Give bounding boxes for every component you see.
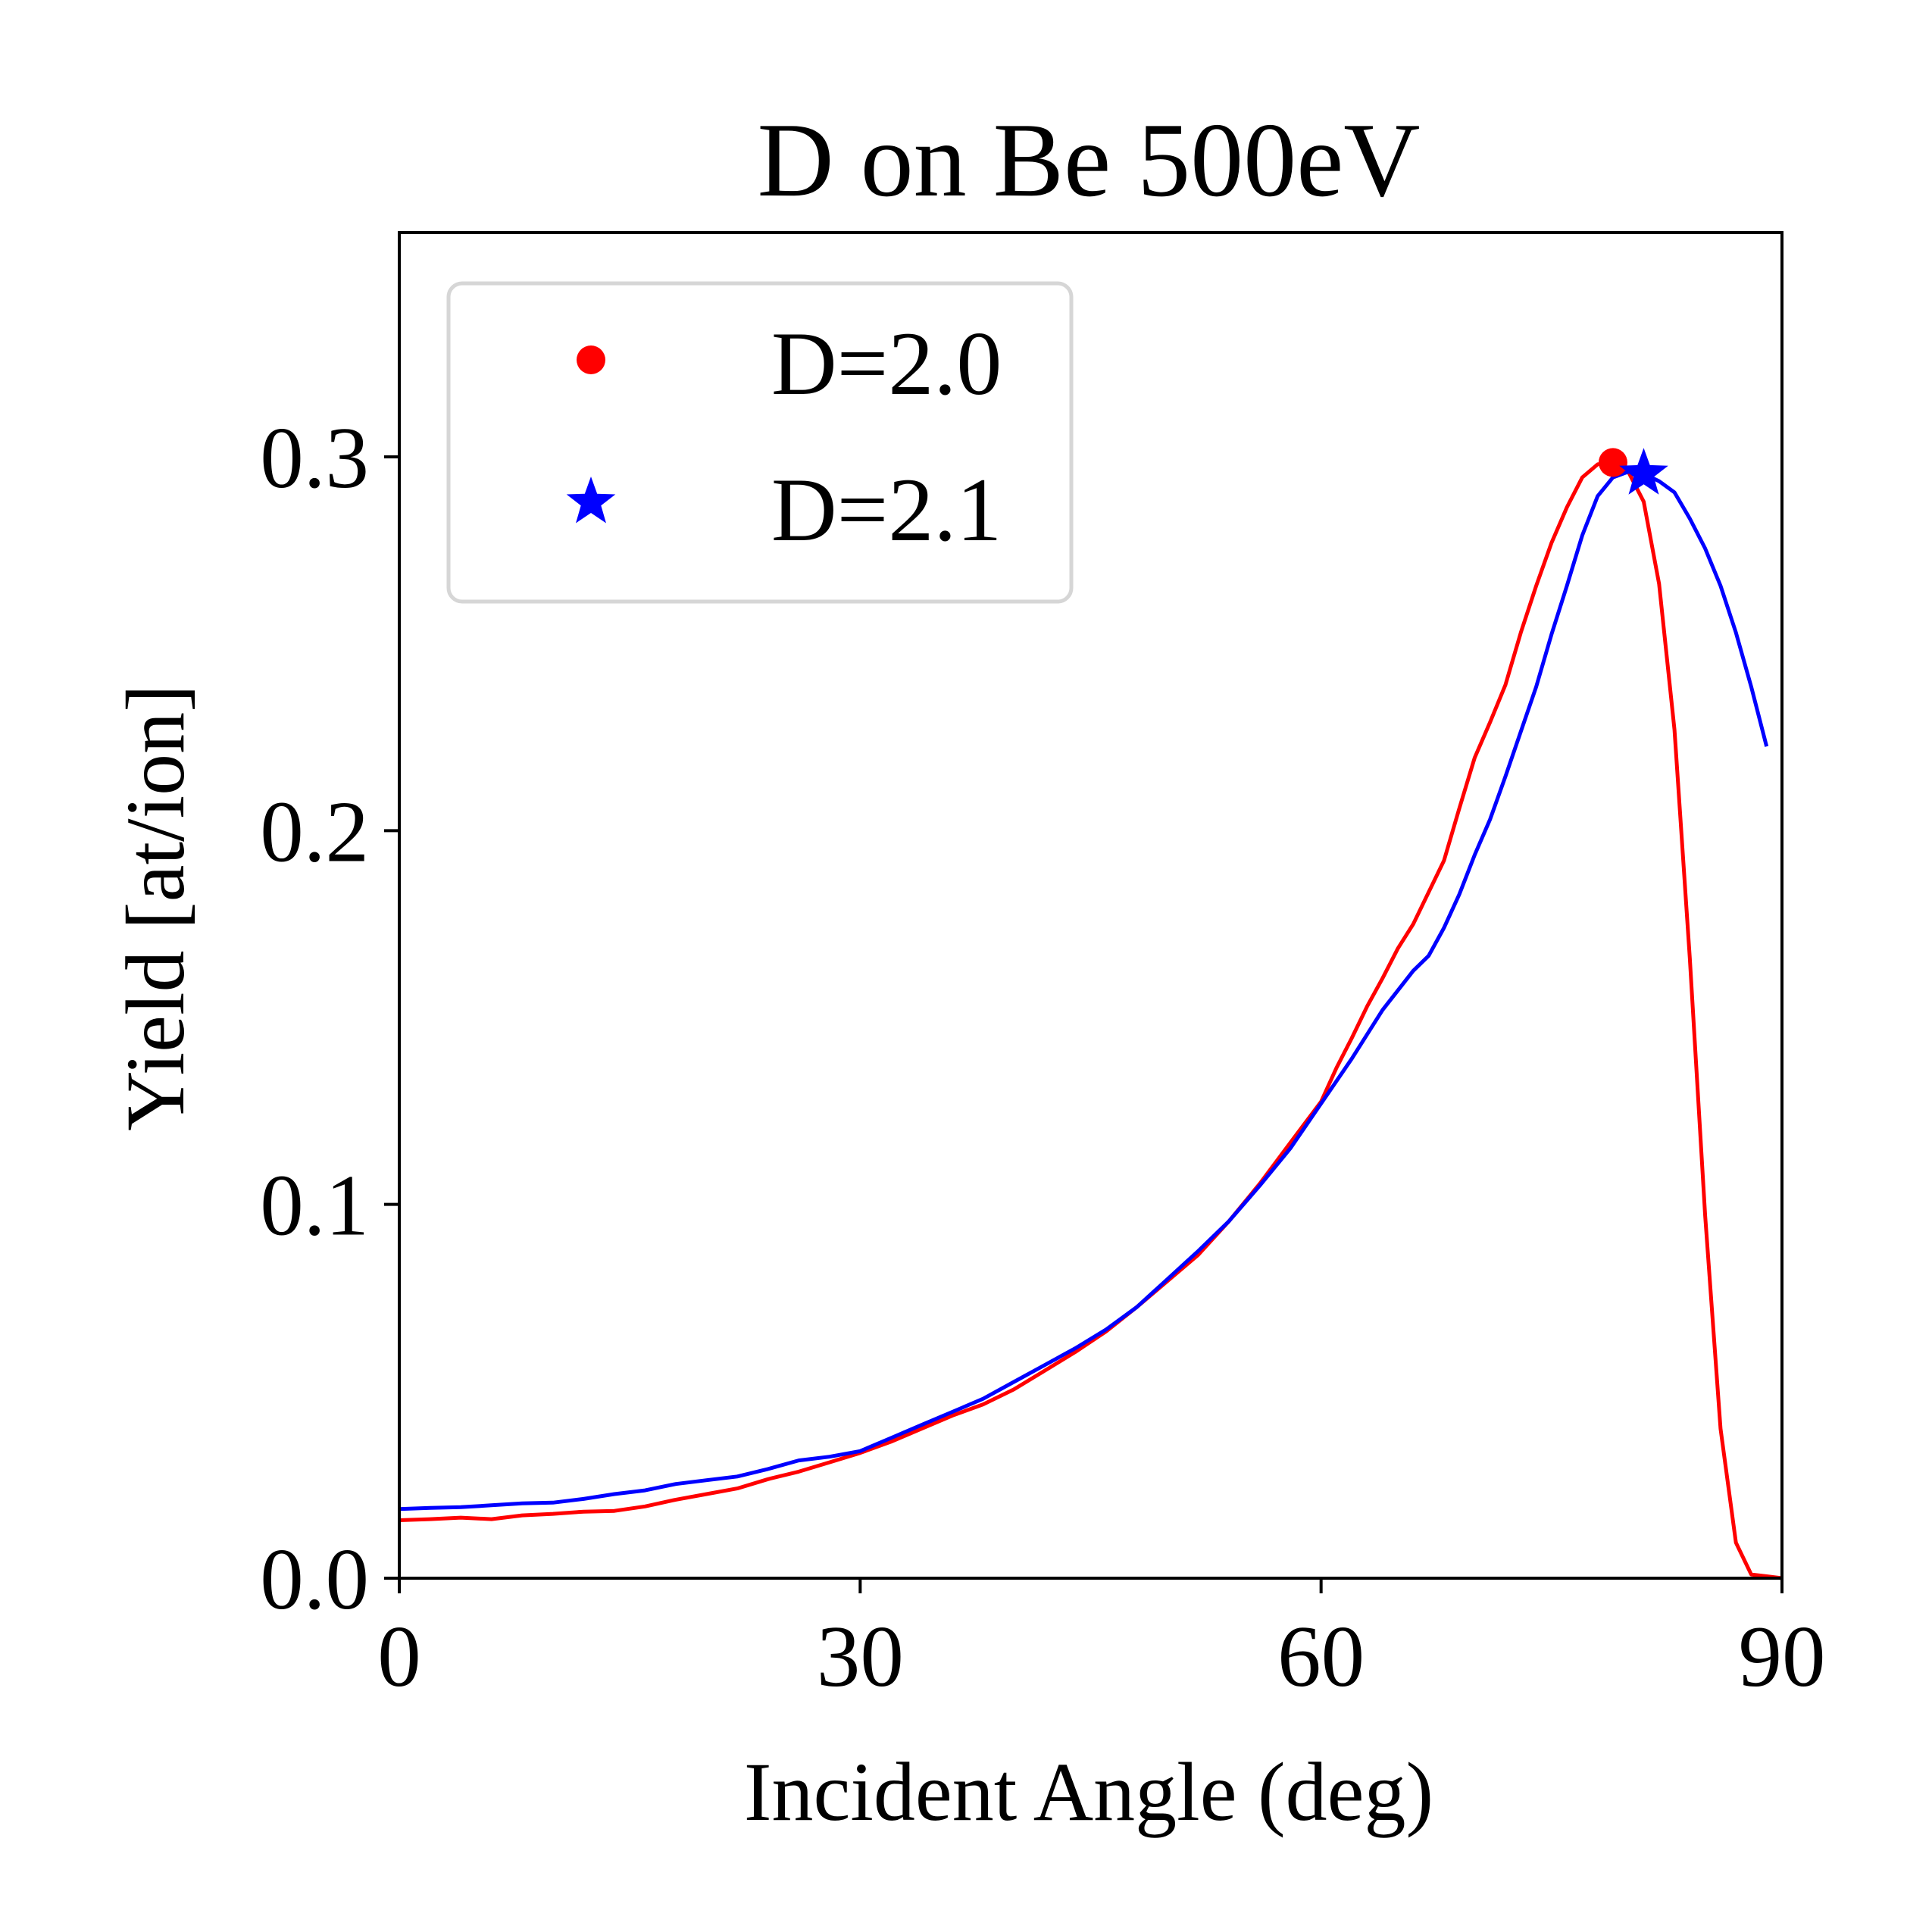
peak-marker-1 (1619, 448, 1668, 495)
legend-label-d-2-1: D=2.1 (771, 459, 1002, 560)
y-tick-label: 0.3 (260, 410, 369, 506)
y-axis: 0.0 0.1 0.2 0.3 (260, 410, 399, 1627)
peak-marker-0 (1598, 448, 1627, 477)
x-tick-label: 0 (377, 1608, 421, 1705)
y-tick-label: 0.1 (260, 1158, 369, 1254)
y-tick-label: 0.0 (260, 1531, 369, 1627)
y-axis-label: Yield [at/ion] (109, 684, 202, 1131)
chart-title: D on Be 500eV (758, 102, 1421, 219)
x-tick-label: 30 (817, 1608, 904, 1705)
x-tick-label: 90 (1739, 1608, 1826, 1705)
x-axis-label: Incident Angle (deg) (744, 1746, 1433, 1838)
series-line-1 (399, 470, 1769, 1512)
x-axis: 0 30 60 90 (377, 1578, 1826, 1705)
plot-area (398, 231, 1784, 1580)
legend-marker-star (566, 477, 616, 524)
x-tick-label: 60 (1277, 1608, 1365, 1705)
y-tick-label: 0.2 (260, 783, 369, 880)
legend-marker-circle (577, 345, 605, 374)
legend: D=2.0 D=2.1 (446, 281, 1074, 604)
plot-frame (398, 231, 1784, 1580)
marker-layer (1598, 448, 1668, 495)
legend-label-d-2-0: D=2.0 (771, 313, 1002, 414)
